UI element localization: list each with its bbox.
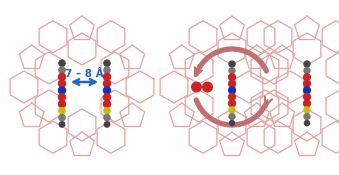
Circle shape: [228, 60, 236, 68]
Circle shape: [303, 73, 311, 81]
Circle shape: [228, 113, 236, 120]
Circle shape: [103, 93, 111, 102]
Circle shape: [103, 79, 111, 88]
Circle shape: [103, 66, 111, 74]
Circle shape: [58, 93, 66, 102]
Circle shape: [228, 86, 236, 94]
Circle shape: [303, 60, 311, 68]
Circle shape: [303, 113, 311, 120]
Circle shape: [229, 120, 235, 126]
Text: 7 – 8 Å: 7 – 8 Å: [65, 69, 104, 79]
Circle shape: [202, 82, 213, 93]
Circle shape: [58, 86, 66, 95]
Circle shape: [58, 73, 66, 81]
Circle shape: [104, 121, 111, 128]
Circle shape: [228, 99, 236, 107]
Circle shape: [59, 121, 65, 128]
Circle shape: [304, 120, 310, 126]
Circle shape: [303, 99, 311, 107]
Circle shape: [103, 100, 111, 108]
Circle shape: [228, 106, 236, 114]
Circle shape: [58, 66, 66, 74]
Circle shape: [303, 80, 311, 88]
Circle shape: [103, 73, 111, 81]
Circle shape: [303, 86, 311, 94]
Circle shape: [58, 100, 66, 108]
Circle shape: [103, 86, 111, 95]
Circle shape: [228, 80, 236, 88]
Circle shape: [103, 107, 111, 115]
Circle shape: [58, 107, 66, 115]
Circle shape: [191, 82, 202, 93]
Circle shape: [58, 79, 66, 88]
Circle shape: [228, 73, 236, 81]
Circle shape: [228, 93, 236, 101]
Circle shape: [228, 67, 236, 74]
Circle shape: [58, 59, 66, 67]
Circle shape: [103, 59, 111, 67]
Circle shape: [303, 106, 311, 114]
Circle shape: [303, 67, 311, 74]
Circle shape: [103, 114, 111, 121]
Circle shape: [58, 114, 66, 121]
Circle shape: [303, 93, 311, 101]
